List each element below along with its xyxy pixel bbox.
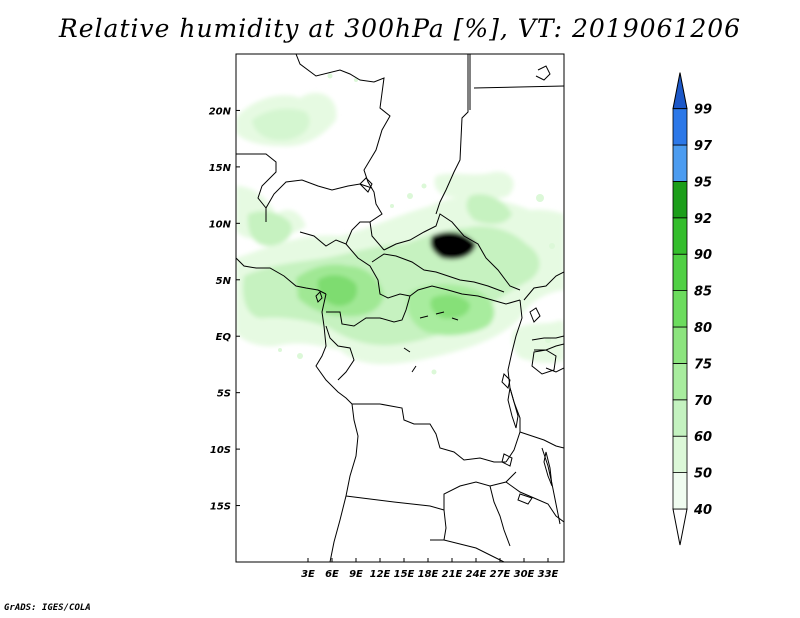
lon-tick-label: 3E	[301, 569, 315, 580]
lat-tick-label: 15N	[209, 163, 232, 174]
coastline-west-africa	[236, 257, 327, 295]
humidity-speckles	[278, 73, 555, 375]
humidity-region-wet	[317, 275, 358, 306]
latitude-axis: 20N 15N 10N 5N EQ 5S 10S 15S	[209, 106, 240, 513]
border-tanzania	[519, 431, 564, 449]
lon-tick-label: 15E	[394, 569, 415, 580]
colorbar-label: 70	[694, 394, 712, 409]
river-congo-segment	[403, 311, 459, 373]
colorbar-label: 75	[694, 357, 712, 372]
colorbar-box	[672, 362, 688, 401]
colorbar: 40 50 60 70 75 80 85 90 92 95 97 99	[672, 72, 713, 546]
lon-tick-label: 6E	[325, 569, 339, 580]
humidity-region-mid-ne	[466, 194, 512, 224]
map-title: Relative humidity at 300hPa [%], VT: 201…	[58, 14, 742, 43]
colorbar-box	[672, 472, 688, 510]
border-egypt	[473, 85, 564, 89]
colorbar-label: 92	[694, 212, 712, 227]
lake-chad	[359, 177, 373, 193]
border-east-2	[531, 335, 564, 341]
lon-tick-label: 12E	[370, 569, 391, 580]
border-north-3	[435, 54, 469, 215]
colorbar-box	[672, 326, 688, 364]
colorbar-box	[672, 108, 688, 146]
border-south-2	[443, 509, 447, 541]
border-chad	[383, 213, 521, 291]
border-congo	[326, 295, 411, 327]
border-mozambique	[505, 481, 564, 523]
border-cameroon	[345, 243, 411, 299]
lon-tick-label: 21E	[442, 569, 463, 580]
lon-tick-label: 9E	[349, 569, 363, 580]
colorbar-label: 90	[694, 248, 712, 263]
lake-tanganyika	[507, 387, 519, 429]
credit-label: GrADS: IGES/COLA	[4, 603, 91, 613]
border-north-1	[295, 54, 391, 251]
lat-tick-label: 15S	[210, 502, 231, 513]
lake-kivu	[501, 373, 511, 389]
border-nigeria-cameroon	[299, 221, 370, 247]
longitude-axis: 3E 6E 9E 12E 15E 18E 21E 24E 27E 30E 33E	[301, 558, 559, 580]
lat-tick-label: 10S	[210, 445, 231, 456]
lon-tick-label: 24E	[466, 569, 487, 580]
humidity-region-light-sahel	[434, 171, 514, 200]
colorbar-box	[672, 253, 688, 291]
bioko-island	[315, 291, 323, 303]
lake-bangweulu	[517, 493, 533, 505]
border-angola-south	[345, 495, 445, 511]
colorbar-below-triangle	[672, 508, 688, 546]
map-frame	[235, 53, 565, 563]
lat-tick-label: EQ	[216, 332, 232, 343]
border-east-4	[545, 367, 564, 373]
lake-mweru	[501, 453, 513, 467]
lat-tick-label: 5N	[216, 276, 232, 287]
colorbar-box	[672, 399, 688, 437]
lon-tick-label: 33E	[538, 569, 559, 580]
lake-victoria	[531, 349, 557, 375]
border-south-3	[489, 485, 511, 547]
colorbar-label: 80	[694, 321, 712, 336]
colorbar-label: 99	[694, 103, 712, 118]
colorbar-box	[672, 435, 688, 474]
lat-tick-label: 20N	[209, 106, 232, 117]
border-south-1	[430, 539, 505, 562]
colorbar-box	[672, 144, 688, 182]
lon-tick-label: 30E	[514, 569, 535, 580]
colorbar-box	[672, 290, 688, 328]
humidity-region-moist-north	[430, 231, 476, 260]
colorbar-label: 40	[693, 503, 712, 518]
lon-tick-label: 27E	[490, 569, 511, 580]
humidity-region-light-e	[512, 320, 564, 364]
border-zambia	[443, 471, 517, 510]
nile-segment	[535, 65, 551, 81]
lon-tick-label: 18E	[418, 569, 439, 580]
colorbar-label: 95	[694, 175, 712, 190]
border-niger-nigeria	[265, 179, 373, 209]
border-car	[371, 253, 505, 293]
border-gabon	[325, 325, 355, 381]
river-east	[529, 307, 541, 323]
lake-malawi	[543, 451, 553, 487]
border-east-1	[523, 271, 564, 301]
border-drc-south	[352, 403, 506, 463]
border-east-3	[534, 343, 564, 351]
colorbar-label: 60	[694, 430, 712, 445]
humidity-region-mid-west	[247, 211, 292, 246]
country-borders	[236, 54, 564, 562]
border-north-2	[236, 153, 277, 222]
colorbar-box	[672, 180, 688, 219]
colorbar-label: 50	[694, 467, 712, 482]
border-drc-north	[409, 285, 521, 305]
humidity-region-mid-north	[252, 108, 310, 141]
colorbar-above-triangle	[672, 72, 688, 110]
coastline-central-africa	[315, 293, 359, 562]
humidity-field	[236, 73, 564, 375]
colorbar-box	[672, 217, 688, 255]
lat-tick-label: 10N	[209, 219, 232, 230]
colorbar-label: 97	[694, 139, 713, 154]
lat-tick-label: 5S	[217, 389, 231, 400]
colorbar-label: 85	[694, 285, 712, 300]
